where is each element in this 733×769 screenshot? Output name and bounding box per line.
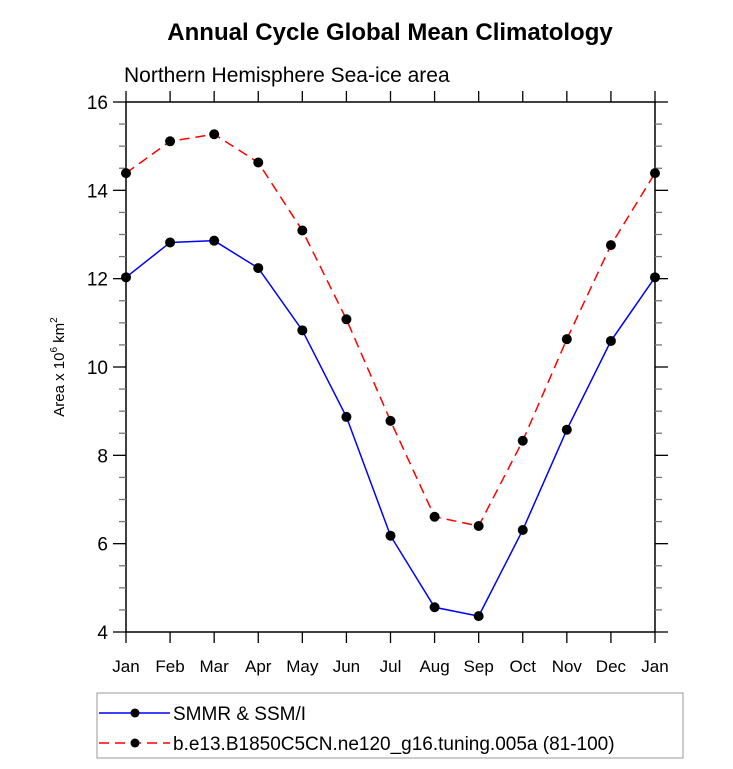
x-tick-label: Feb [155, 657, 184, 676]
legend-marker [130, 708, 140, 718]
y-tick-label: 14 [87, 181, 109, 202]
data-point [209, 129, 220, 140]
x-tick-label: Jun [333, 657, 360, 676]
data-point [297, 325, 308, 336]
data-point [121, 168, 131, 179]
data-point [341, 314, 352, 325]
x-tick-label: Apr [245, 657, 272, 676]
data-point [429, 602, 440, 613]
x-tick-label: Sep [464, 657, 494, 676]
x-tick-label: Jan [641, 657, 668, 676]
y-tick-label: 8 [97, 446, 108, 467]
data-point [561, 424, 572, 435]
data-point [385, 415, 396, 426]
data-point [121, 272, 131, 283]
series-layer [121, 129, 660, 622]
legend-box [96, 692, 684, 759]
data-point [341, 411, 352, 422]
y-tick-label: 16 [87, 93, 108, 114]
chart-subtitle: Northern Hemisphere Sea-ice area [124, 64, 450, 87]
y-tick-label: 10 [87, 358, 108, 379]
data-point [517, 524, 528, 535]
y-tick-label: 12 [87, 270, 108, 291]
data-point [209, 235, 220, 246]
x-tick-label: Dec [596, 657, 627, 676]
data-point [165, 237, 176, 248]
data-point [650, 168, 660, 179]
data-point [605, 240, 616, 251]
series-line-0 [125, 239, 656, 617]
y-axis-label: Area x 106 km2 [49, 317, 68, 417]
data-point [605, 335, 616, 346]
y-tick-label: 4 [97, 623, 108, 644]
data-point [297, 225, 308, 236]
x-tick-label: Jan [112, 657, 139, 676]
x-tick-label: Oct [510, 657, 537, 676]
data-point [650, 272, 660, 283]
axes: Jan Feb Mar Apr May Jun Jul Aug Sep Oct Nov Dec Jan4… [87, 91, 669, 676]
x-tick-label: Mar [200, 657, 230, 676]
data-point [253, 263, 264, 274]
plot-frame [125, 101, 656, 633]
series-line-1 [125, 133, 656, 527]
data-point [429, 511, 440, 522]
legend-label: SMMR & SSM/I [173, 704, 306, 725]
data-point [517, 435, 528, 446]
data-point [561, 334, 572, 345]
data-point [385, 530, 396, 541]
legend-marker [130, 738, 140, 748]
data-point [165, 136, 176, 147]
legend-label: b.e13.B1850C5CN.ne120_g16.tuning.005a (8… [173, 734, 615, 755]
x-tick-label: Nov [552, 657, 583, 676]
x-tick-label: May [286, 657, 319, 676]
chart-title: Annual Cycle Global Mean Climatology [167, 19, 613, 46]
data-point [473, 521, 484, 531]
y-tick-label: 6 [97, 535, 108, 556]
x-tick-label: Jul [380, 657, 402, 676]
legend: SMMR & SSM/I b.e13.B1850C5CN.ne120_g16.tu… [96, 692, 684, 759]
data-point [253, 157, 264, 168]
data-point [473, 611, 484, 622]
x-tick-label: Aug [419, 657, 449, 676]
